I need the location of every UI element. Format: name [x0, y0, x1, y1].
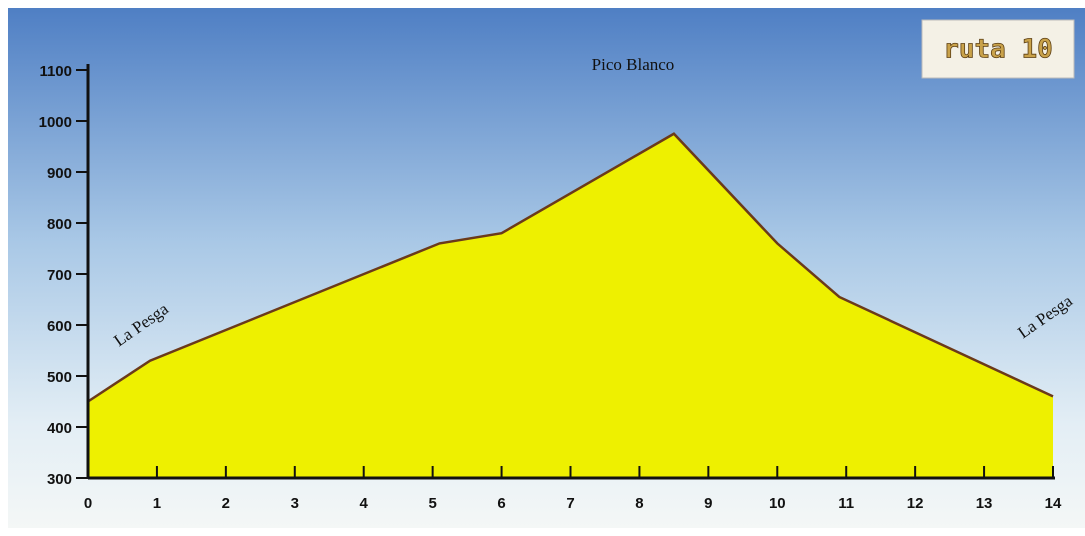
x-tick-label: 12: [907, 495, 924, 512]
annotation: Pico Blanco: [592, 55, 675, 74]
x-tick-label: 13: [976, 495, 993, 512]
x-tick-label: 6: [497, 495, 505, 512]
x-tick-label: 1: [153, 495, 161, 512]
x-tick-label: 14: [1045, 495, 1062, 512]
x-tick-label: 0: [84, 495, 92, 512]
x-tick-label: 3: [291, 495, 299, 512]
x-tick-label: 7: [566, 495, 574, 512]
y-tick-label: 800: [47, 216, 72, 233]
y-tick-label: 700: [47, 267, 72, 284]
x-tick-label: 2: [222, 495, 230, 512]
x-tick-label: 11: [838, 495, 854, 512]
y-tick-label: 500: [47, 369, 72, 386]
y-tick-label: 1100: [39, 63, 72, 80]
x-tick-label: 4: [360, 495, 369, 512]
profile-line: [87, 132, 1054, 403]
badge-text: ruta 10: [943, 35, 1053, 65]
x-tick-label: 8: [635, 495, 643, 512]
y-tick-label: 600: [47, 318, 72, 335]
y-tick-label: 300: [47, 471, 72, 488]
y-tick-label: 400: [47, 420, 72, 437]
x-tick-label: 10: [769, 495, 786, 512]
x-tick-label: 5: [428, 495, 436, 512]
y-tick-label: 1000: [39, 114, 72, 131]
x-tick-label: 9: [704, 495, 712, 512]
y-tick-label: 900: [47, 165, 72, 182]
badge-box: [921, 19, 1075, 79]
area: [88, 133, 1053, 478]
